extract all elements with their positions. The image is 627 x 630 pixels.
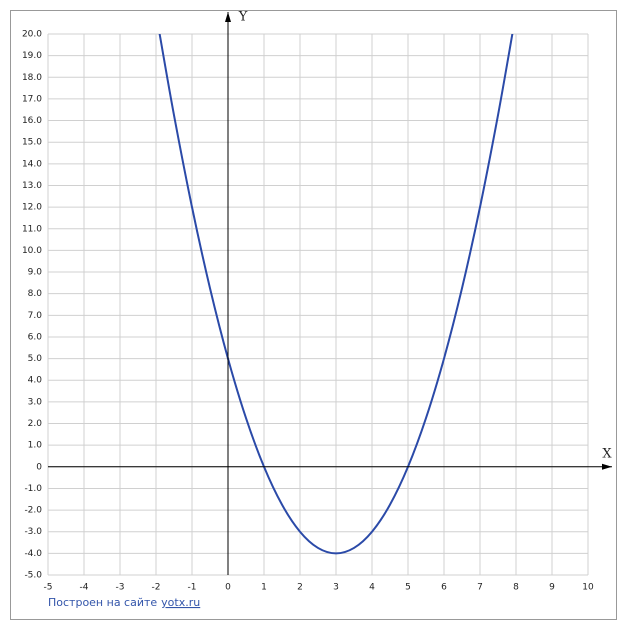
x-tick-label: 9 — [549, 583, 555, 593]
x-tick-label: -5 — [44, 583, 53, 593]
y-tick-label: 0 — [36, 462, 42, 472]
x-axis-arrow — [602, 463, 612, 470]
y-tick-label: 4.0 — [28, 376, 43, 386]
y-tick-label: 18.0 — [22, 73, 42, 83]
y-axis-label: Y — [238, 10, 248, 25]
y-tick-label: 9.0 — [28, 268, 43, 278]
y-tick-label: 7.0 — [28, 311, 43, 321]
y-tick-label: 5.0 — [28, 354, 43, 364]
y-tick-label: -3.0 — [24, 527, 42, 537]
x-tick-label: 2 — [297, 583, 303, 593]
x-tick-label: -4 — [80, 583, 89, 593]
y-tick-label: 10.0 — [22, 246, 42, 256]
y-tick-label: -4.0 — [24, 549, 42, 559]
y-tick-label: 14.0 — [22, 159, 42, 169]
y-tick-label: 20.0 — [22, 30, 42, 40]
x-tick-label: 0 — [225, 583, 231, 593]
y-tick-label: -5.0 — [24, 571, 42, 581]
y-tick-label: 13.0 — [22, 181, 42, 191]
y-axis-arrow — [225, 12, 231, 22]
x-tick-label: 8 — [513, 583, 519, 593]
x-tick-label: 4 — [369, 583, 375, 593]
credit-text: Построен на сайте — [48, 596, 157, 609]
y-tick-label: 15.0 — [22, 138, 42, 148]
y-tick-label: 1.0 — [28, 441, 43, 451]
y-tick-label: 11.0 — [22, 224, 42, 234]
x-tick-label: -2 — [152, 583, 161, 593]
y-tick-label: 8.0 — [28, 289, 43, 299]
y-tick-label: 2.0 — [28, 419, 43, 429]
y-tick-label: -1.0 — [24, 484, 42, 494]
y-tick-label: 16.0 — [22, 116, 42, 126]
curve — [158, 34, 514, 555]
x-tick-label: 7 — [477, 583, 483, 593]
x-tick-label: -3 — [116, 583, 125, 593]
y-tick-label: 3.0 — [28, 397, 43, 407]
y-tick-label: 12.0 — [22, 203, 42, 213]
x-tick-label: 5 — [405, 583, 411, 593]
credit-link[interactable]: yotx.ru — [161, 596, 200, 609]
x-axis-label: X — [602, 447, 612, 462]
x-tick-label: 1 — [261, 583, 267, 593]
x-tick-label: 10 — [582, 583, 594, 593]
x-tick-label: 3 — [333, 583, 339, 593]
y-tick-label: 19.0 — [22, 51, 42, 61]
y-tick-label: 17.0 — [22, 94, 42, 104]
x-tick-label: -1 — [188, 583, 197, 593]
y-tick-label: -2.0 — [24, 506, 42, 516]
y-tick-label: 6.0 — [28, 332, 43, 342]
x-tick-label: 6 — [441, 583, 447, 593]
